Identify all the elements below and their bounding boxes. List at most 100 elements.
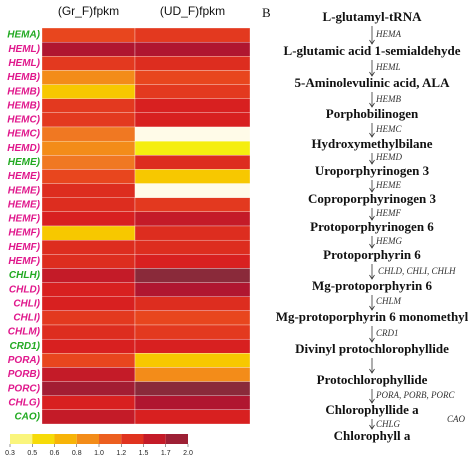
enzyme: CHLG [376,419,401,429]
legend-label: 2.0 [183,450,193,457]
arrow-head [369,215,375,221]
heat-cell [41,140,136,156]
heat-cell [41,183,136,198]
row-label: HEMD) [7,143,40,154]
heat-cell [41,41,136,57]
heat-cell [41,225,136,241]
row-label: CRD1) [9,341,40,352]
compound: Uroporphyrinogen 3 [315,163,430,178]
compound: Mg-protoporphyrin 6 [312,278,433,293]
arrow-head [369,398,375,404]
compound: Chlorophyllide a [325,402,419,417]
heat-cell [41,268,136,283]
arrow-head [369,132,375,138]
heat-cell [41,70,136,85]
heat-cell [134,338,251,354]
row-label: HEMB) [7,86,40,97]
heat-cell [134,56,251,71]
compound: Protoporphyrin 6 [323,247,421,262]
heat-cell [41,27,136,43]
row-label: HEMA) [7,30,40,41]
legend-label: 1.5 [139,450,149,457]
heat-cell [134,324,251,340]
heat-cell [41,395,136,411]
row-label: HEMF) [8,242,40,253]
heat-cell [134,140,251,156]
arrow-head [369,243,375,249]
enzyme: PORA, PORB, PORC [375,390,455,400]
heat-cell [134,155,251,170]
heat-cell [134,112,251,128]
heat-cell [41,98,136,114]
heat-cell [41,310,136,326]
heat-cell [134,381,251,396]
enzyme: HEMD [375,152,402,162]
enzyme: HEMF [375,208,401,218]
heat-cell [41,338,136,354]
arrow-head [369,159,375,165]
arrow-head [369,337,375,343]
row-label: HEME) [8,171,41,182]
legend-label: 1.2 [116,450,126,457]
heat-cell [134,254,251,269]
compound: L-glutamyl-tRNA [323,9,423,24]
row-label: HEME) [8,185,41,196]
heat-cell [134,211,251,227]
legend-label: 0.6 [50,450,60,457]
heat-cell [134,367,251,382]
heat-cell [134,70,251,85]
legend-swatch [121,434,144,444]
heat-cell [41,239,136,255]
compound: Coproporphyrinogen 3 [308,191,436,206]
row-label: PORA) [8,355,41,366]
row-label: HEMC) [7,115,40,126]
compound: Chlorophyll a [334,428,411,443]
heat-cell [41,381,136,396]
enzyme: CRD1 [376,328,399,338]
heat-cell [41,324,136,340]
heat-cell [134,98,251,114]
legend-swatch [99,434,122,444]
heat-cell [134,409,251,425]
arrow-head [369,274,375,280]
row-label: HEMB) [7,72,40,83]
row-label: CHLD) [9,284,41,295]
heat-cell [134,197,251,213]
arrow-head [369,187,375,193]
enzyme: CHLD, CHLI, CHLH [378,266,456,276]
compound: Hydroxymethylbilane [311,136,432,151]
compound: L-glutamic acid 1-semialdehyde [284,43,461,58]
arrow-head [369,305,375,311]
enzyme: HEME [375,180,401,190]
heat-cell [41,211,136,227]
compound: Divinyl protochlorophyllide [295,341,449,356]
legend-swatch [10,434,33,444]
enzyme: CHLM [376,296,402,306]
heat-cell [41,155,136,170]
heat-cell [41,169,136,184]
row-label: CAO) [14,412,40,423]
compound: Protoporphyrinogen 6 [310,219,434,234]
row-label: HEMB) [7,100,40,111]
legend-swatch [32,434,55,444]
heat-cell [41,197,136,213]
legend-label: 1.0 [94,450,104,457]
enzyme: HEMA [375,29,401,39]
compound: Mg-protoporphyrin 6 monomethyl [276,309,469,324]
heat-cell [41,56,136,71]
heat-cell [41,84,136,99]
legend-swatch [54,434,77,444]
enzyme: HEML [375,62,401,72]
heat-cell [41,409,136,425]
row-label: HEME) [8,199,41,210]
column-label: (UD_F)fpkm [160,4,225,18]
row-label: PORB) [8,369,41,380]
heat-cell [41,126,136,142]
panel-label: B [262,5,271,20]
row-label: CHLG) [8,397,40,408]
heat-cell [134,268,251,283]
heat-cell [41,112,136,128]
row-label: CHLI) [13,313,40,324]
heat-cell [134,296,251,312]
